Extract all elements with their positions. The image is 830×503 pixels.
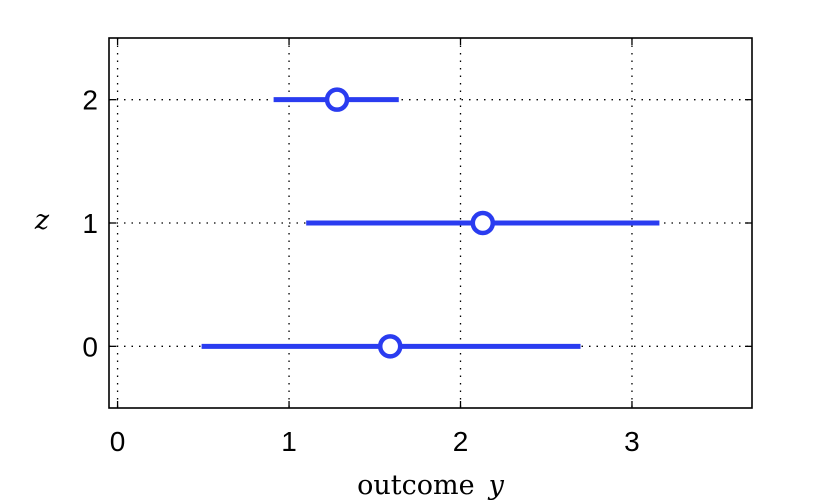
x-tick-label: 1: [281, 426, 297, 457]
x-tick-label: 2: [453, 426, 469, 457]
x-axis-title-variable: y: [488, 470, 505, 501]
x-axis-title-text: outcome: [357, 470, 474, 501]
x-axis-title: outcome y: [357, 470, 504, 501]
axis-ticks: [109, 38, 752, 408]
mean-marker: [324, 87, 350, 112]
data-marks: [201, 87, 660, 359]
x-tick-labels: 0 1 2 3: [110, 426, 640, 457]
x-tick-label: 0: [110, 426, 126, 457]
y-tick-label: 1: [82, 208, 98, 239]
mean-marker: [377, 334, 403, 359]
y-tick-label: 2: [82, 85, 98, 116]
y-axis-title: z: [34, 205, 50, 236]
x-tick-label: 3: [624, 426, 640, 457]
y-tick-label: 0: [82, 331, 98, 362]
y-tick-labels: 0 1 2: [82, 85, 98, 363]
mean-marker: [470, 210, 496, 236]
